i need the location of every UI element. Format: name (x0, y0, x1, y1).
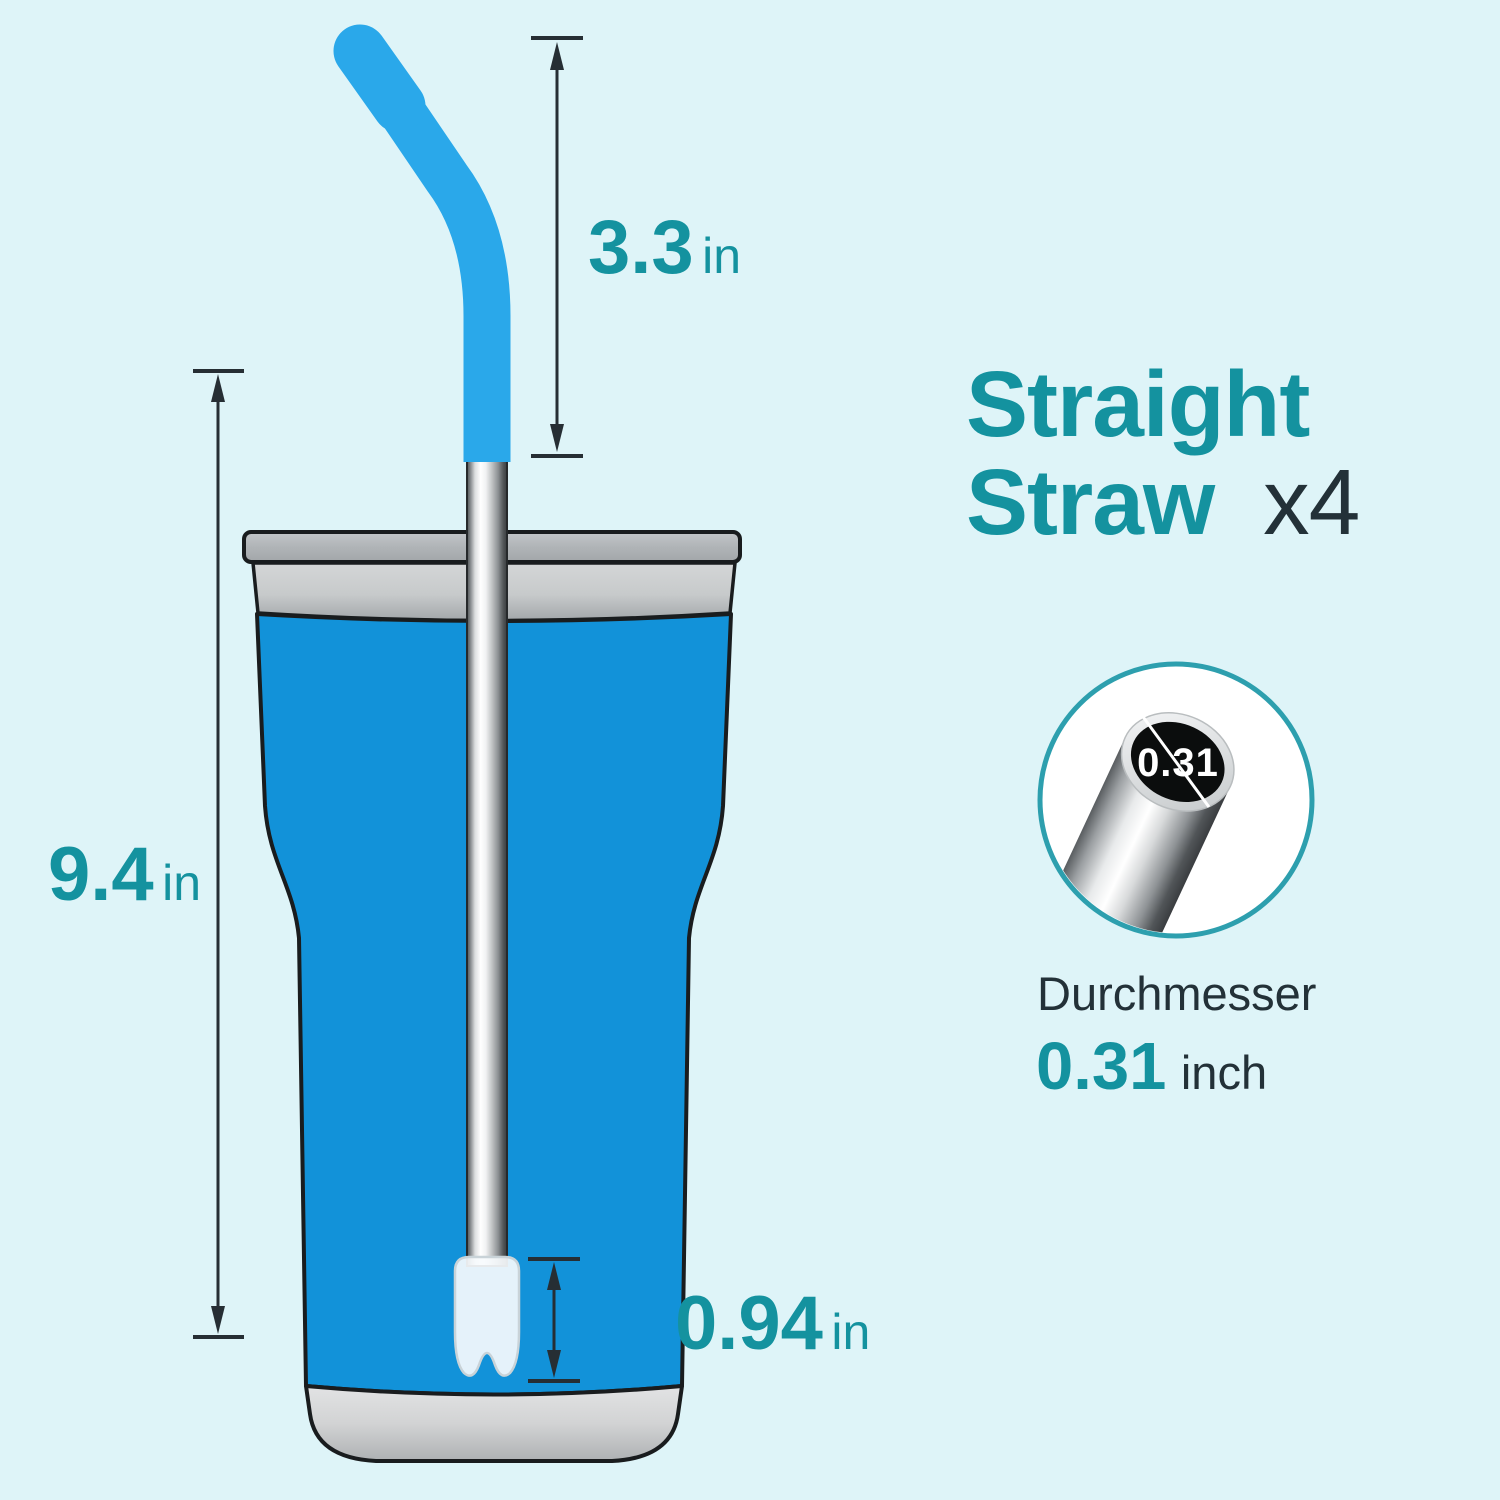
dim-label-straw-length: 9.4 in (48, 832, 201, 917)
page-title-word: Straw (966, 450, 1216, 554)
dim-value: 0.94 (675, 1281, 823, 1366)
product-title: Straight Straw x4 (966, 352, 1360, 554)
caption-value-line: 0.31 inch (1036, 1029, 1267, 1104)
dim-label-bottom-tip: 0.94 in (675, 1281, 870, 1366)
arrowhead-up-icon (211, 374, 225, 402)
dim-value: 3.3 (588, 205, 694, 290)
dim-value: 9.4 (48, 832, 154, 917)
caption-unit: inch (1181, 1046, 1267, 1099)
pack-count: x4 (1263, 450, 1359, 554)
straw-metal-tube (466, 447, 508, 1267)
straw (333, 24, 521, 1377)
dim-unit: in (702, 228, 741, 284)
arrowhead-down-icon (211, 1306, 225, 1334)
arrowhead-up-icon (547, 1262, 561, 1290)
dim-label-tip-length: 3.3 in (588, 205, 741, 290)
tumbler-base (304, 1384, 684, 1463)
inset-opening-label: 0.31 (1137, 741, 1219, 785)
diameter-inset: 0.31 (1037, 661, 1315, 939)
dim-arrow-straw-length (193, 369, 244, 1339)
straw-silicone-tip-mouthpiece (333, 24, 426, 133)
page-title-line1: Straight (966, 352, 1309, 456)
inset-diameter-line (1139, 713, 1211, 808)
page-title-line2: Straw x4 (966, 450, 1359, 554)
dim-arrow-bottom-tip (528, 1257, 580, 1383)
caption-label: Durchmesser (1037, 967, 1316, 1020)
arrowhead-down-icon (550, 424, 564, 452)
arrowhead-down-icon (547, 1350, 561, 1378)
dim-unit: in (162, 855, 201, 911)
diameter-caption: Durchmesser 0.31 inch (1036, 967, 1316, 1104)
inset-tube-body (1043, 735, 1232, 933)
straw-silicone-tip-bottom (453, 1255, 521, 1377)
straw-silicone-tip-top (374, 86, 511, 462)
arrowhead-up-icon (550, 42, 564, 70)
dim-unit: in (831, 1304, 870, 1360)
caption-value: 0.31 (1036, 1029, 1166, 1104)
dim-arrow-tip-length (531, 36, 583, 458)
